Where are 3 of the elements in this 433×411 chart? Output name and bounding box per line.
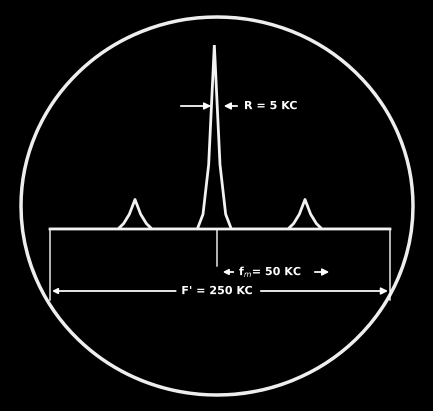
text: F' = 250 KC — [182, 286, 252, 294]
text: f$_{m}$= 50 KC — [239, 266, 300, 277]
annotation: R = 5 KC — [245, 100, 297, 110]
